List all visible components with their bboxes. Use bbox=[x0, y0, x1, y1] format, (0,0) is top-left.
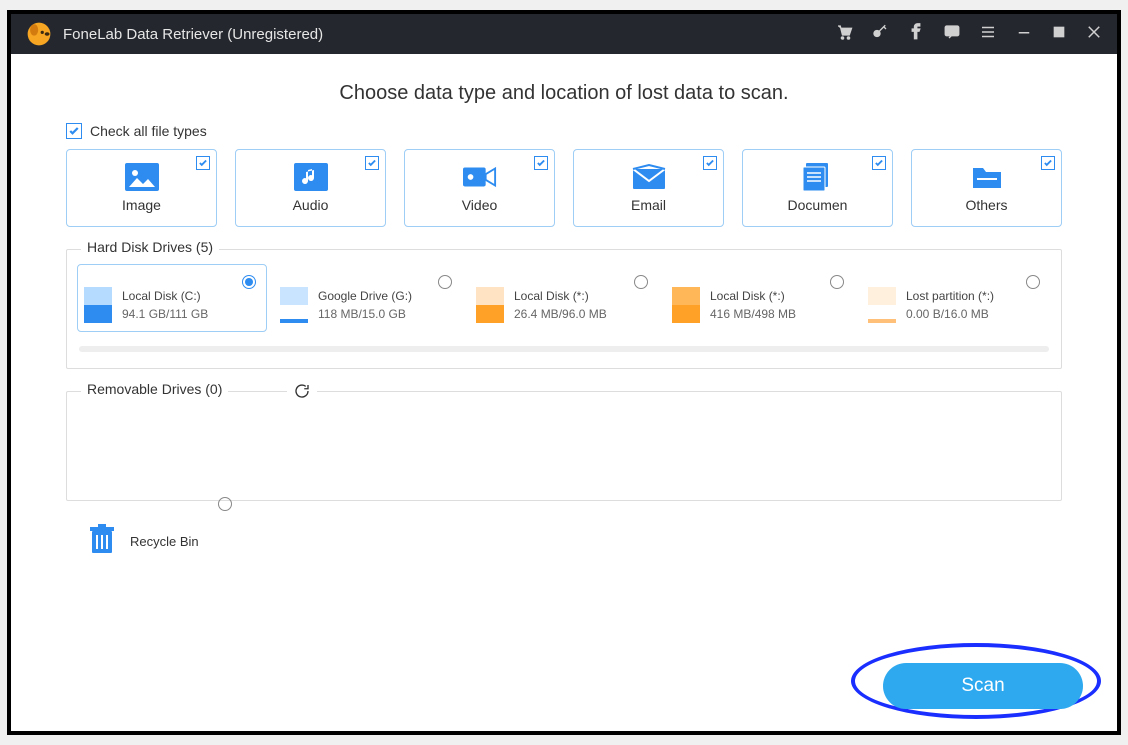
file-types-row: Image Audio Video Email Documen bbox=[66, 149, 1062, 227]
recycle-bin-label: Recycle Bin bbox=[130, 534, 199, 549]
hard-drives-row: Local Disk (C:) 94.1 GB/111 GB Google Dr… bbox=[77, 264, 1051, 332]
drive-radio[interactable] bbox=[1026, 275, 1040, 289]
drive-radio[interactable] bbox=[438, 275, 452, 289]
menu-icon[interactable] bbox=[979, 23, 997, 46]
refresh-icon[interactable] bbox=[287, 382, 317, 405]
disk-icon bbox=[84, 287, 112, 323]
drive-name: Local Disk (C:) bbox=[122, 287, 208, 305]
drive-size: 118 MB/15.0 GB bbox=[318, 305, 412, 323]
window-title: FoneLab Data Retriever (Unregistered) bbox=[63, 26, 835, 43]
minimize-icon[interactable] bbox=[1015, 23, 1033, 46]
horizontal-scrollbar[interactable] bbox=[79, 346, 1049, 352]
recycle-radio[interactable] bbox=[218, 497, 232, 511]
disk-icon bbox=[672, 287, 700, 323]
cart-icon[interactable] bbox=[835, 23, 853, 46]
check-all-label: Check all file types bbox=[90, 123, 207, 139]
drive-item[interactable]: Google Drive (G:) 118 MB/15.0 GB bbox=[273, 264, 463, 332]
drive-item[interactable]: Lost partition (*:) 0.00 B/16.0 MB bbox=[861, 264, 1051, 332]
close-icon[interactable] bbox=[1085, 23, 1103, 46]
type-label: Video bbox=[462, 197, 498, 213]
document-icon bbox=[801, 163, 835, 191]
drive-name: Local Disk (*:) bbox=[710, 287, 796, 305]
type-label: Audio bbox=[293, 197, 329, 213]
hard-drives-group: Hard Disk Drives (5) Local Disk (C:) 94.… bbox=[66, 249, 1062, 369]
type-card-video[interactable]: Video bbox=[404, 149, 555, 227]
audio-icon bbox=[294, 163, 328, 191]
recycle-bin-row[interactable]: Recycle Bin bbox=[88, 523, 1062, 560]
type-card-image[interactable]: Image bbox=[66, 149, 217, 227]
video-icon bbox=[463, 163, 497, 191]
drive-name: Google Drive (G:) bbox=[318, 287, 412, 305]
drive-size: 94.1 GB/111 GB bbox=[122, 305, 208, 323]
recycle-bin-icon bbox=[88, 523, 116, 560]
drive-radio[interactable] bbox=[634, 275, 648, 289]
others-icon bbox=[970, 163, 1004, 191]
feedback-icon[interactable] bbox=[943, 23, 961, 46]
type-checkbox[interactable] bbox=[365, 156, 379, 170]
type-checkbox[interactable] bbox=[1041, 156, 1055, 170]
type-label: Image bbox=[122, 197, 161, 213]
drive-name: Local Disk (*:) bbox=[514, 287, 607, 305]
type-checkbox[interactable] bbox=[872, 156, 886, 170]
type-card-document[interactable]: Documen bbox=[742, 149, 893, 227]
app-logo-icon bbox=[25, 20, 53, 48]
drive-size: 416 MB/498 MB bbox=[710, 305, 796, 323]
image-icon bbox=[125, 163, 159, 191]
type-checkbox[interactable] bbox=[703, 156, 717, 170]
email-icon bbox=[632, 163, 666, 191]
disk-icon bbox=[280, 287, 308, 323]
type-label: Email bbox=[631, 197, 666, 213]
titlebar-actions bbox=[835, 23, 1103, 46]
check-all-row[interactable]: Check all file types bbox=[66, 123, 1062, 139]
check-all-checkbox[interactable] bbox=[66, 123, 82, 139]
drive-size: 0.00 B/16.0 MB bbox=[906, 305, 994, 323]
type-label: Others bbox=[965, 197, 1007, 213]
drive-name: Lost partition (*:) bbox=[906, 287, 994, 305]
drive-radio[interactable] bbox=[830, 275, 844, 289]
scan-button[interactable]: Scan bbox=[883, 663, 1083, 709]
type-card-email[interactable]: Email bbox=[573, 149, 724, 227]
removable-drives-group: Removable Drives (0) bbox=[66, 391, 1062, 501]
page-heading: Choose data type and location of lost da… bbox=[66, 82, 1062, 105]
drive-item[interactable]: Local Disk (*:) 416 MB/498 MB bbox=[665, 264, 855, 332]
disk-icon bbox=[476, 287, 504, 323]
titlebar: FoneLab Data Retriever (Unregistered) bbox=[11, 14, 1117, 54]
drive-item[interactable]: Local Disk (*:) 26.4 MB/96.0 MB bbox=[469, 264, 659, 332]
drive-item[interactable]: Local Disk (C:) 94.1 GB/111 GB bbox=[77, 264, 267, 332]
type-card-others[interactable]: Others bbox=[911, 149, 1062, 227]
type-card-audio[interactable]: Audio bbox=[235, 149, 386, 227]
maximize-icon[interactable] bbox=[1051, 24, 1067, 45]
disk-icon bbox=[868, 287, 896, 323]
type-checkbox[interactable] bbox=[534, 156, 548, 170]
main-content: Choose data type and location of lost da… bbox=[11, 54, 1117, 731]
facebook-icon[interactable] bbox=[907, 23, 925, 46]
removable-drives-legend: Removable Drives (0) bbox=[81, 381, 228, 397]
key-icon[interactable] bbox=[871, 23, 889, 46]
scan-button-area: Scan bbox=[883, 663, 1083, 709]
drive-radio[interactable] bbox=[242, 275, 256, 289]
drive-size: 26.4 MB/96.0 MB bbox=[514, 305, 607, 323]
type-label: Documen bbox=[788, 197, 848, 213]
type-checkbox[interactable] bbox=[196, 156, 210, 170]
app-window: FoneLab Data Retriever (Unregistered) Ch… bbox=[7, 10, 1121, 735]
hard-drives-legend: Hard Disk Drives (5) bbox=[81, 239, 219, 255]
